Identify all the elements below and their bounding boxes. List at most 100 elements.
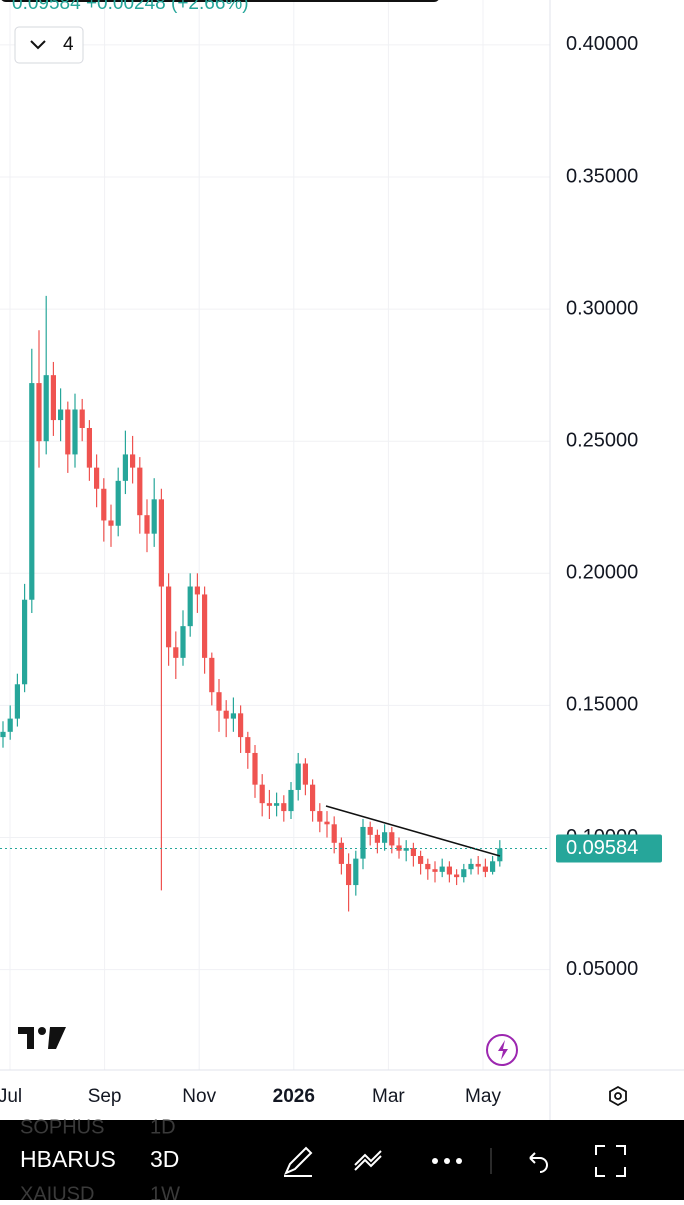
candle-body xyxy=(338,842,344,864)
x-tick-label: Nov xyxy=(182,1086,216,1107)
collapse-button[interactable] xyxy=(14,26,84,64)
x-tick-label: Mar xyxy=(372,1086,405,1107)
x-tick-label: Sep xyxy=(88,1086,122,1107)
candle-body xyxy=(0,731,6,738)
bolt xyxy=(498,1040,508,1060)
candle-body xyxy=(252,752,258,785)
settings-icon[interactable] xyxy=(609,1085,627,1107)
candle-body xyxy=(151,499,157,534)
candle-body xyxy=(259,784,265,804)
candle-body xyxy=(274,803,280,806)
candle-body xyxy=(130,454,136,468)
candle-body xyxy=(396,845,402,851)
interval[interactable]: 3D xyxy=(150,1146,179,1172)
candle-body xyxy=(14,684,20,719)
candle-body xyxy=(108,520,114,526)
candle-body xyxy=(418,856,424,864)
candle-body xyxy=(238,713,244,738)
candle-body xyxy=(360,826,366,859)
indicator-icon[interactable] xyxy=(354,1150,382,1171)
candle-body xyxy=(439,866,445,872)
candle-body xyxy=(490,861,496,872)
faded-interval: 1W xyxy=(150,1183,180,1200)
candle-body xyxy=(65,409,71,455)
candle-body xyxy=(353,858,359,886)
candle-body xyxy=(367,826,373,835)
candle-body xyxy=(223,710,229,719)
bottom-toolbar xyxy=(0,1120,684,1200)
candle-body xyxy=(22,599,28,685)
candle-body xyxy=(187,586,193,627)
x-tick-label: May xyxy=(465,1086,501,1107)
settings-dot xyxy=(614,1092,622,1100)
candle-body xyxy=(122,454,128,481)
candle-body xyxy=(302,763,308,785)
candle-body xyxy=(94,467,100,489)
faded-symbol: XAIUSD xyxy=(20,1183,94,1200)
candle-body xyxy=(468,863,474,870)
y-tick-label: 0.05000 xyxy=(566,958,638,980)
candle-body xyxy=(166,586,172,648)
quote: 0.09584 +0.00248 (+2.66%) xyxy=(12,0,249,14)
tv-logo xyxy=(18,1027,66,1049)
candle-body xyxy=(36,383,42,442)
y-tick-label: 0.40000 xyxy=(566,33,638,55)
candle-body xyxy=(281,803,287,812)
alert-icon[interactable] xyxy=(486,1034,518,1066)
chevron-icon xyxy=(30,40,46,50)
candle-body xyxy=(79,409,85,428)
candle-body xyxy=(382,832,388,843)
fullscreen-icon[interactable] xyxy=(595,1145,626,1177)
candle-body xyxy=(180,626,186,658)
candle-body xyxy=(144,515,150,534)
draw-icon[interactable] xyxy=(284,1146,313,1177)
candle-body xyxy=(389,832,395,846)
y-tick-label: 0.35000 xyxy=(566,165,638,187)
candle-body xyxy=(50,375,56,421)
candle-body xyxy=(158,499,164,587)
candle-body xyxy=(497,848,503,862)
candle-body xyxy=(425,863,431,870)
candle-body xyxy=(288,789,294,812)
candle-body xyxy=(43,375,49,442)
candle-body xyxy=(454,874,460,878)
y-tick-label: 0.30000 xyxy=(566,297,638,319)
candle-body xyxy=(346,863,352,886)
candle-body xyxy=(432,869,438,872)
candle-body xyxy=(446,866,452,875)
candle-body xyxy=(137,467,143,516)
x-axis: Jul Sep Nov 2026 Mar May xyxy=(0,1086,501,1107)
y-tick-label: 0.25000 xyxy=(566,429,638,451)
candle-body xyxy=(482,866,488,872)
y-tick-label: 0.15000 xyxy=(566,694,638,716)
undo-icon[interactable] xyxy=(529,1152,548,1173)
candle-body xyxy=(7,718,13,732)
candle-body xyxy=(245,737,251,753)
grid xyxy=(0,0,550,1070)
y-tick-label: 0.20000 xyxy=(566,562,638,584)
more-icon[interactable] xyxy=(432,1158,462,1164)
candle-body xyxy=(173,647,179,658)
candle-body xyxy=(29,383,35,600)
candle-body xyxy=(461,869,467,878)
candle-body xyxy=(216,692,222,711)
x-tick-label: Jul xyxy=(0,1086,22,1107)
candle-body xyxy=(410,848,416,856)
candle-body xyxy=(317,811,323,822)
top-bar xyxy=(1,0,439,2)
candle-body xyxy=(230,713,236,719)
candle-body xyxy=(115,480,121,526)
candle-body xyxy=(72,409,78,455)
trend-line xyxy=(325,805,501,857)
x-tick-label: 2026 xyxy=(273,1086,315,1107)
candle-body xyxy=(58,409,64,421)
symbol[interactable]: HBARUS xyxy=(20,1146,116,1172)
candle-body xyxy=(266,803,272,806)
candle-body xyxy=(403,848,409,851)
last-price-label: 0.09584 xyxy=(566,837,638,859)
candle-body xyxy=(324,821,330,825)
candle-body xyxy=(374,834,380,843)
candle-body xyxy=(202,594,208,658)
